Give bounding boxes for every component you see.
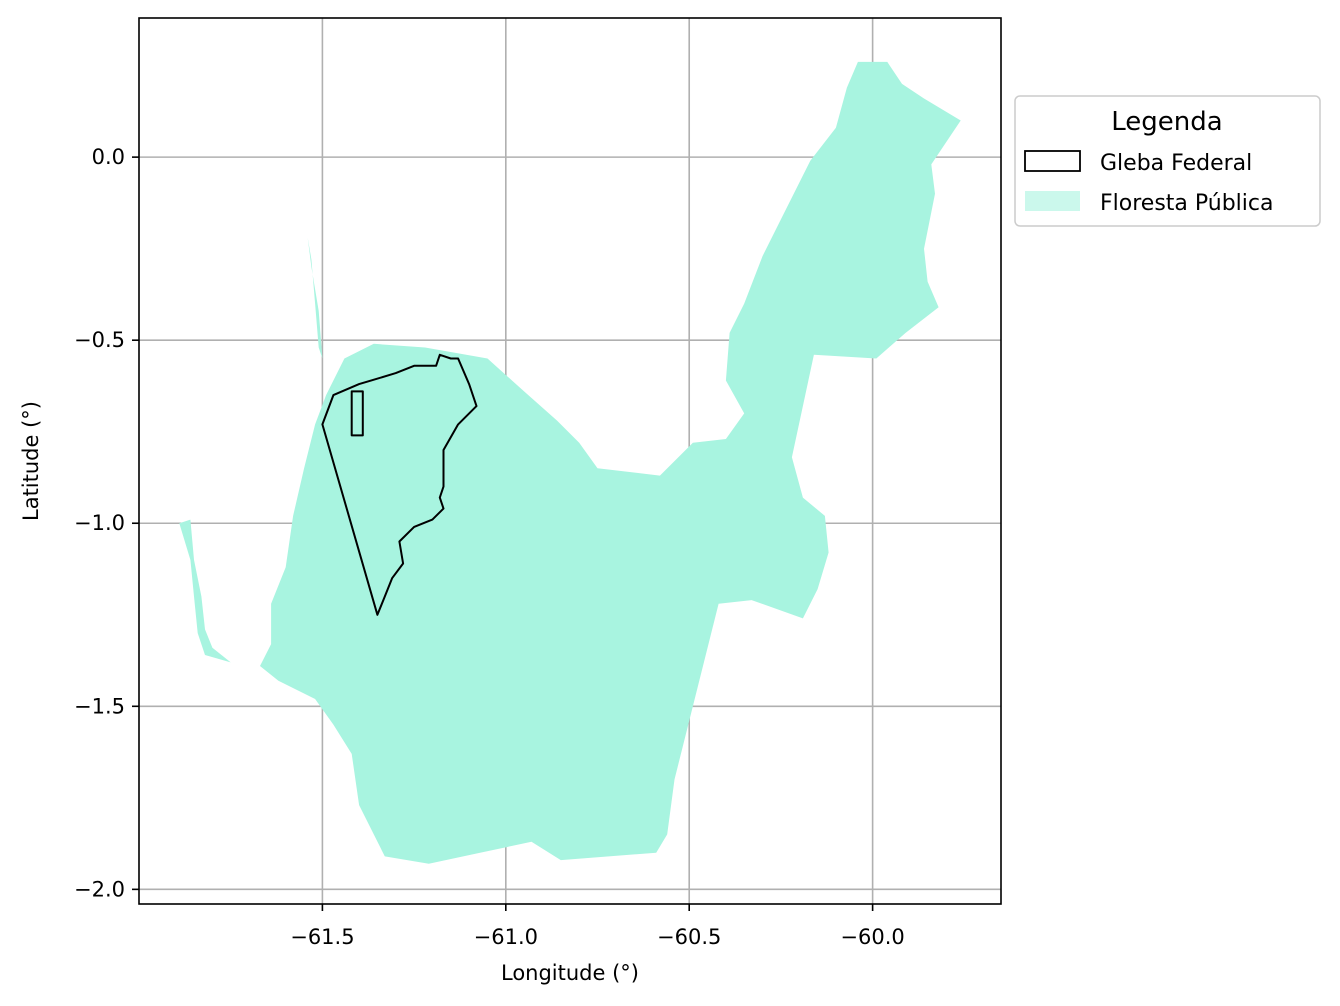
y-tick-label: −2.0 <box>74 877 125 901</box>
legend: Legenda Gleba Federal Floresta Pública <box>1014 95 1321 227</box>
legend-swatch-gleba-federal <box>1024 150 1081 172</box>
floresta-publica-polygon <box>307 237 327 370</box>
x-tick-label: −61.0 <box>474 925 538 949</box>
legend-frame <box>1014 95 1321 227</box>
y-tick-label: 0.0 <box>92 145 125 169</box>
x-tick-label: −60.5 <box>657 925 721 949</box>
x-tick-label: −60.0 <box>840 925 904 949</box>
x-tick-label: −61.5 <box>290 925 354 949</box>
y-tick-label: −1.5 <box>74 694 125 718</box>
floresta-publica-polygon <box>260 61 961 864</box>
plot-frame <box>138 17 1002 905</box>
y-tick-label: −0.5 <box>74 328 125 352</box>
x-axis-title: Longitude (°) <box>501 961 639 985</box>
y-tick-label: −1.0 <box>74 511 125 535</box>
axis-ticks: −61.5 −61.0 −60.5 −60.0 0.0 −0.5 −1.0 −1.5 −2.0 <box>74 145 905 949</box>
legend-label-gleba-federal: Gleba Federal <box>1100 151 1252 176</box>
legend-swatch-floresta-publica <box>1025 191 1080 211</box>
gleba-federal-polygon <box>350 390 364 437</box>
gleba-federal-polygon <box>321 353 478 616</box>
map-layers <box>179 61 961 864</box>
legend-label-floresta-publica: Floresta Pública <box>1100 191 1273 216</box>
floresta-publica-polygon <box>179 519 231 663</box>
y-axis-title: Latitude (°) <box>19 401 43 521</box>
legend-title: Legenda <box>1111 107 1222 137</box>
